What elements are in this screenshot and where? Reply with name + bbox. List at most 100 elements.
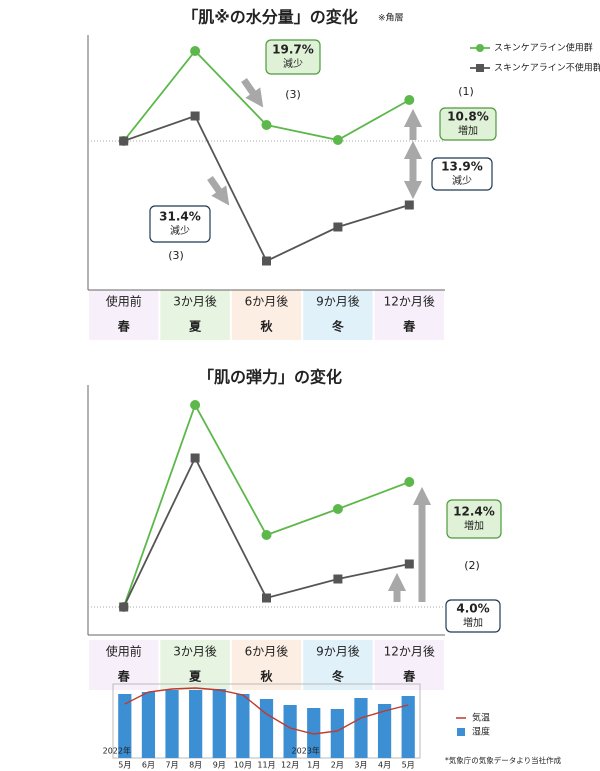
point [332,504,343,514]
bar [212,689,226,758]
note: (3) [285,88,301,101]
x-tick-label: 9月 [213,761,226,770]
callout-text: 増加 [464,519,484,532]
callout-box [446,499,502,539]
season-label: 春 [117,319,131,334]
point [190,111,200,121]
callout-box [431,157,493,191]
x-tick-label: 10月 [234,761,252,770]
x-tick-label: 6月 [142,761,155,770]
callout-text: 減少 [283,57,303,70]
x-tick-label: 3か月後 [173,295,217,309]
series-line [122,402,410,608]
bar [330,709,344,758]
bar [377,704,392,758]
legend-label: スキンケアライン不使用群 [494,62,600,74]
callout-text: 19.7% [272,43,314,57]
callout-text: 増加 [458,124,478,137]
callout-text: 減少 [170,224,190,237]
source-note: *気象庁の気象データより当社作成 [445,755,562,765]
year-label: 2023年 [292,746,320,756]
point [404,200,414,210]
point [332,135,343,145]
legend-label: 気温 [472,712,490,724]
x-tick-label: 使用前 [106,644,142,659]
x-tick-label: 3月 [354,761,367,770]
callout-text: 4.0% [456,602,489,616]
season-label: 夏 [189,670,202,684]
season-cell [303,640,373,690]
season-cell [374,290,444,340]
bar [307,708,321,758]
point [119,602,129,612]
season-label: 秋 [260,669,273,684]
point [262,593,271,603]
point [190,46,201,56]
bar [354,698,368,758]
point [333,222,343,232]
point [404,95,415,105]
season-label: 冬 [332,669,344,684]
season-label: 春 [402,669,416,684]
bar [283,705,297,758]
legend-label: スキンケアライン使用群 [494,42,593,54]
legend-label: 湿度 [472,726,490,738]
legend-marker [476,64,484,72]
point [262,256,271,266]
x-tick-label: 9か月後 [316,645,360,659]
x-tick-label: 11月 [257,761,275,770]
callout-text: 13.9% [441,160,483,174]
year-label: 2022年 [103,746,131,756]
season-label: 春 [402,319,416,334]
season-cell [374,640,444,690]
note: (3) [168,249,184,262]
callout-text: 増加 [463,616,483,629]
season-cell [89,290,159,340]
callout-text: 31.4% [159,210,201,224]
x-tick-label: 3か月後 [173,645,217,659]
point [333,574,343,584]
season-label: 夏 [189,320,202,334]
season-label: 冬 [332,319,344,334]
bar [401,696,415,758]
callout-text: 12.4% [453,505,495,519]
season-cell [231,290,302,340]
legend-marker [476,44,484,52]
x-tick-label: 1月 [307,761,320,770]
series-line [124,687,409,735]
chart-title: 「肌の弾力」の変化 [198,368,342,387]
callout-text: 10.8% [447,110,489,124]
x-tick-label: 5月 [118,761,131,770]
point [404,477,415,487]
season-cell [231,640,302,690]
point [404,559,414,569]
point [261,530,272,540]
callout-box [445,599,501,633]
bar [118,694,132,758]
bar [165,690,179,758]
arrow [207,175,230,206]
bar [141,692,156,758]
callout-box [265,39,321,75]
x-tick-label: 6か月後 [245,645,289,659]
callout-box [149,205,211,243]
arrow [241,77,264,108]
season-cell [89,640,159,690]
x-tick-label: 7月 [165,761,178,770]
callout-text: 減少 [452,174,472,187]
point [119,136,129,146]
x-tick-label: 5月 [402,761,415,770]
legend-marker [457,728,465,736]
season-label: 春 [117,669,131,684]
x-tick-label: 2月 [331,761,344,770]
note: (2) [464,559,480,572]
x-tick-label: 4月 [378,761,391,770]
bar [189,690,203,758]
point [190,453,200,463]
season-cell [160,290,230,340]
callout-box [439,107,497,141]
x-tick-label: 8月 [189,761,202,770]
x-tick-label: 9か月後 [316,295,360,309]
note: (1) [458,85,474,98]
